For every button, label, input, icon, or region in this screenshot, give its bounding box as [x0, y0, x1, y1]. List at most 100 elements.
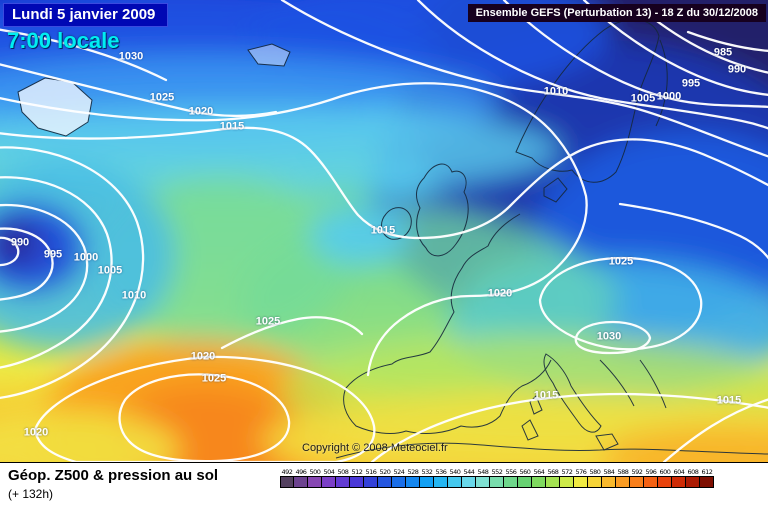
- contour-label: 1030: [596, 330, 622, 343]
- colorbar-cell: 532: [420, 468, 434, 488]
- contour-label: 990: [727, 63, 747, 76]
- colorbar-cell: 504: [322, 468, 336, 488]
- isobar-1020-azores: [33, 355, 376, 462]
- isobar-1025-ridge: [220, 316, 364, 350]
- colorbar-cell: 604: [672, 468, 686, 488]
- contour-label: 1015: [219, 120, 245, 133]
- colorbar-cell: 548: [476, 468, 490, 488]
- contour-label: 1010: [543, 85, 569, 98]
- colorbar-cell: 576: [574, 468, 588, 488]
- contour-label: 1025: [608, 255, 634, 268]
- isobar-995-west-low: [0, 227, 54, 301]
- balkan-coast: [599, 359, 667, 409]
- isobar-1005-west-low: [0, 176, 113, 369]
- contour-label: 1020: [487, 287, 513, 300]
- date-box: Lundi 5 janvier 2009: [3, 3, 169, 27]
- contour-label: 1005: [97, 264, 123, 277]
- italy-coast: [543, 353, 602, 433]
- isobar-1025-azores: [118, 373, 291, 462]
- contour-label: 995: [681, 77, 701, 90]
- contour-label: 1000: [73, 251, 99, 264]
- sardinia-coast: [521, 419, 539, 441]
- copyright: Copyright © 2008 Meteociel.fr: [302, 442, 448, 454]
- isobar-layer: [0, 0, 768, 462]
- contour-label: 1030: [118, 50, 144, 63]
- colorbar-cell: 520: [378, 468, 392, 488]
- map-caption: Géop. Z500 & pression au sol (+ 132h): [0, 463, 280, 501]
- colorbar-cell: 556: [504, 468, 518, 488]
- colorbar-cell: 580: [588, 468, 602, 488]
- colorbar-cell: 568: [546, 468, 560, 488]
- map-area: 1030 1025 1020 1015 1010 1005 1000 995 990 985 990…: [0, 0, 768, 462]
- isobar-1015-med-east: [662, 398, 768, 462]
- bottom-bar: Géop. Z500 & pression au sol (+ 132h) 49…: [0, 462, 768, 512]
- contour-label: 985: [713, 46, 733, 59]
- isobar-1010-west-low: [0, 146, 145, 400]
- colorbar-cell: 524: [392, 468, 406, 488]
- isobar-1015-med: [370, 392, 768, 462]
- colorbar: 492 496 500 504 508 512 516 520 524 528 532 536 540 5…: [280, 463, 714, 488]
- caption-forecast-hour: (+ 132h): [8, 487, 54, 501]
- ireland-coast: [381, 207, 412, 240]
- contour-label: 1010: [121, 289, 147, 302]
- colorbar-cell: 496: [294, 468, 308, 488]
- colorbar-cell: 528: [406, 468, 420, 488]
- colorbar-cell: 564: [532, 468, 546, 488]
- contour-label: 995: [43, 248, 63, 261]
- geopotential-field-blobs: [0, 0, 768, 462]
- colorbar-cell: 596: [644, 468, 658, 488]
- colorbar-cell: 612: [700, 468, 714, 488]
- caption-title: Géop. Z500 & pression au sol: [8, 467, 219, 484]
- time-label: 7:00 locale: [7, 28, 120, 53]
- colorbar-cell: 572: [560, 468, 574, 488]
- colorbar-cell: 560: [518, 468, 532, 488]
- isobar-1000-west-low: [0, 204, 89, 333]
- africa-coast: [335, 442, 768, 459]
- isobar-1020-east: [618, 202, 768, 260]
- colorbar-cell: 600: [658, 468, 672, 488]
- uk-coast: [416, 163, 469, 257]
- isobar-1000-ne: [502, 0, 768, 109]
- isobar-1025-balkan: [538, 256, 703, 351]
- isobar-1030-nw: [0, 28, 168, 82]
- model-info-box: Ensemble GEFS (Perturbation 13) - 18 Z d…: [467, 4, 766, 22]
- contour-label: 1020: [190, 350, 216, 363]
- colorbar-cell: 584: [602, 468, 616, 488]
- isobar-1030-balkan: [574, 320, 652, 355]
- colorbar-cell: 516: [364, 468, 378, 488]
- colorbar-cell: 544: [462, 468, 476, 488]
- colorbar-cell: 592: [630, 468, 644, 488]
- contour-label: 1015: [716, 394, 742, 407]
- contour-label: 1025: [201, 372, 227, 385]
- colorbar-cell: 500: [308, 468, 322, 488]
- isobar-1005-ne: [416, 0, 768, 130]
- contour-label: 1020: [188, 105, 214, 118]
- colorbar-cell: 540: [448, 468, 462, 488]
- isobar-1015-long: [0, 126, 768, 240]
- colorbar-cell: 492: [280, 468, 294, 488]
- weather-map-svg: [0, 0, 768, 462]
- colorbar-cell: 508: [336, 468, 350, 488]
- baltic-coast: [655, 39, 668, 127]
- isobar-990-west-low: [0, 236, 20, 267]
- contour-label: 990: [10, 236, 30, 249]
- isobar-1025-nw: [0, 63, 278, 118]
- date-label: Lundi 5 janvier 2009: [12, 6, 156, 23]
- sicily-coast: [595, 433, 619, 451]
- colorbar-cell: 552: [490, 468, 504, 488]
- iceland-coast: [247, 43, 291, 67]
- colorbar-cell: 608: [686, 468, 700, 488]
- contour-label: 1025: [255, 315, 281, 328]
- contour-label: 1000: [656, 90, 682, 103]
- scandinavia-coast: [515, 19, 660, 183]
- colorbar-cell: 536: [434, 468, 448, 488]
- colorbar-cell: 512: [350, 468, 364, 488]
- contour-label: 1015: [533, 389, 559, 402]
- contour-label: 1005: [630, 92, 656, 105]
- isobar-1020-long: [0, 82, 588, 377]
- greenland-coast: [17, 77, 93, 137]
- denmark-coast: [543, 177, 568, 203]
- isobar-1010-ne: [280, 0, 768, 158]
- isobar-985-ne: [686, 30, 768, 52]
- contour-label: 1025: [149, 91, 175, 104]
